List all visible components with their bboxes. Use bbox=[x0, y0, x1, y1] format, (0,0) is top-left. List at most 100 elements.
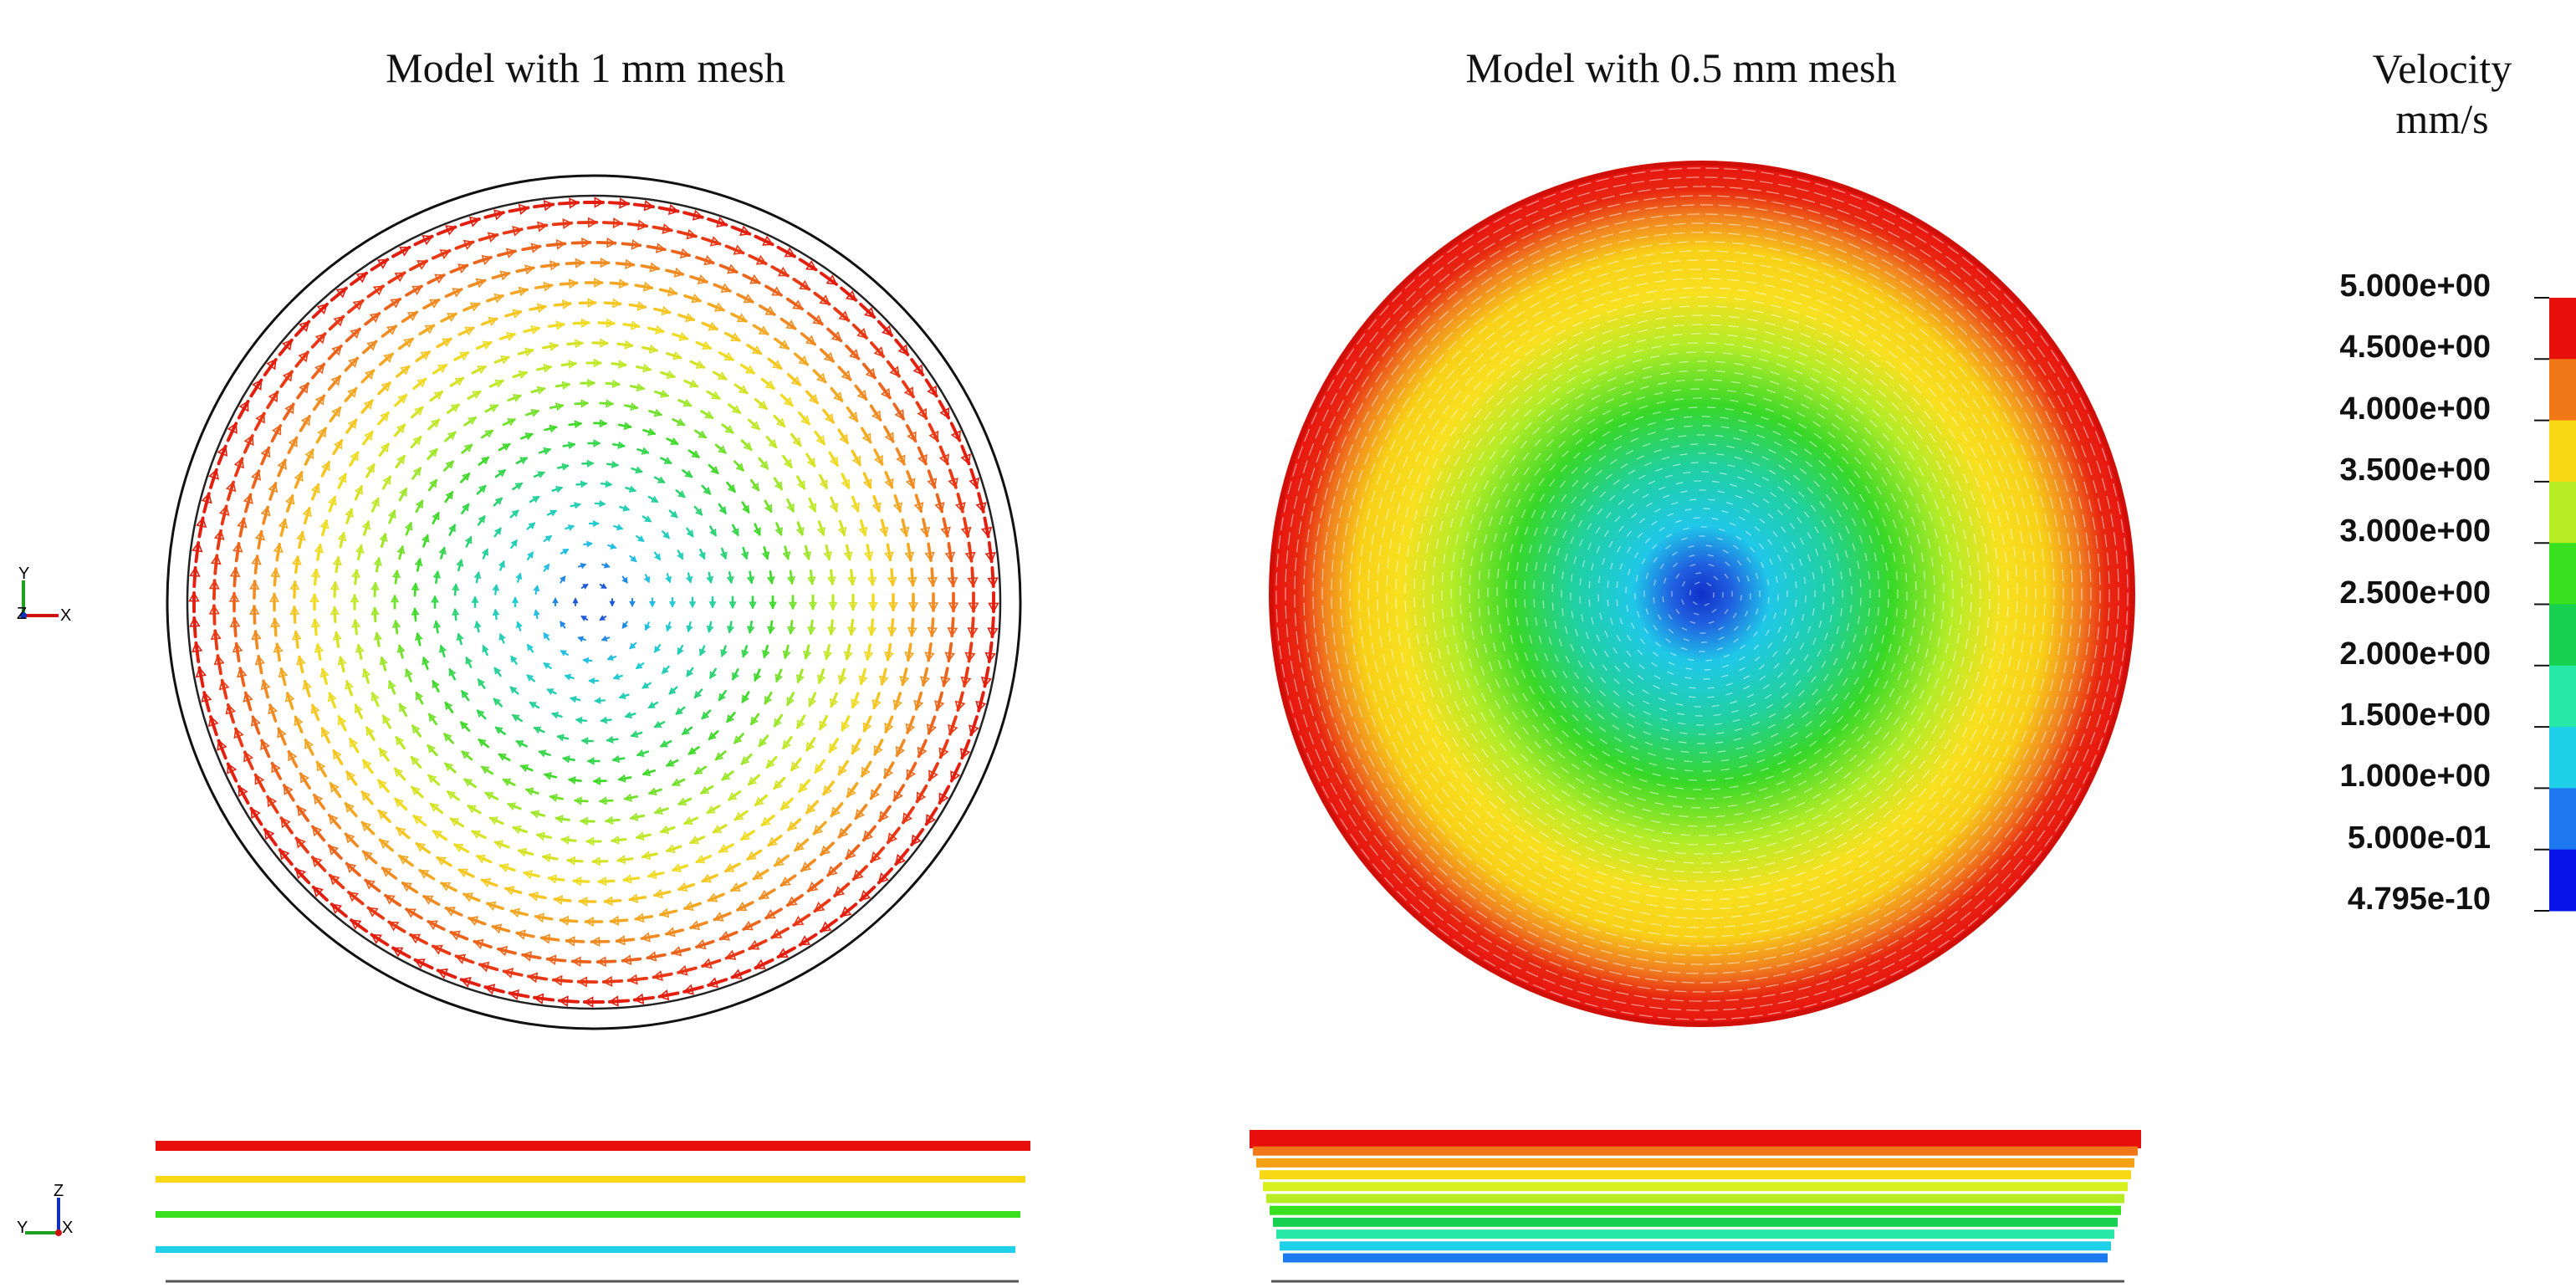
right-velocity-streak bbox=[1898, 536, 1902, 546]
right-velocity-streak bbox=[1475, 437, 1483, 447]
right-velocity-streak bbox=[2013, 764, 2021, 776]
right-velocity-streak bbox=[1481, 277, 1493, 285]
right-velocity-streak bbox=[1613, 737, 1623, 743]
right-velocity-streak bbox=[1863, 741, 1870, 749]
right-velocity-streak bbox=[1751, 808, 1762, 812]
left-velocity-arrowhead bbox=[899, 676, 910, 687]
left-velocity-arrowhead bbox=[250, 715, 261, 727]
right-velocity-streak bbox=[1561, 414, 1569, 422]
left-velocity-arrowhead bbox=[647, 701, 656, 708]
right-velocity-streak bbox=[1442, 405, 1450, 415]
left-velocity-arrow bbox=[559, 918, 579, 923]
right-velocity-streak bbox=[1728, 223, 1741, 226]
left-velocity-arrowhead bbox=[347, 418, 357, 429]
left-velocity-arrowhead bbox=[660, 389, 669, 398]
right-velocity-streak bbox=[1713, 592, 1715, 598]
left-velocity-arrow bbox=[730, 225, 752, 236]
right-velocity-streak bbox=[1797, 517, 1802, 524]
right-velocity-streak bbox=[1462, 549, 1465, 560]
right-velocity-streak bbox=[1443, 721, 1449, 731]
left-velocity-arrowhead bbox=[601, 635, 608, 642]
left-velocity-arrowhead bbox=[775, 417, 785, 427]
right-velocity-streak bbox=[1668, 662, 1675, 666]
left-velocity-arrowhead bbox=[635, 662, 643, 669]
right-velocity-streak bbox=[1459, 516, 1464, 527]
left-velocity-arrow bbox=[665, 928, 685, 936]
right-velocity-streak bbox=[2001, 642, 2005, 654]
right-velocity-streak bbox=[1962, 473, 1969, 484]
left-velocity-arrowhead bbox=[700, 785, 710, 795]
left-velocity-arrowhead bbox=[677, 797, 687, 805]
left-velocity-arrow bbox=[707, 892, 725, 902]
right-velocity-streak bbox=[1632, 217, 1645, 222]
left-velocity-arrowhead bbox=[330, 375, 341, 386]
left-velocity-arrow bbox=[862, 715, 872, 733]
right-velocity-streak bbox=[1669, 925, 1680, 928]
left-velocity-arrowhead bbox=[707, 892, 718, 902]
left-velocity-arrowhead bbox=[352, 299, 364, 311]
right-velocity-streak bbox=[1565, 938, 1578, 943]
right-velocity-streak bbox=[1881, 635, 1885, 644]
right-velocity-streak bbox=[1843, 771, 1852, 779]
right-velocity-streak bbox=[1589, 265, 1602, 271]
right-velocity-streak bbox=[1645, 207, 1659, 210]
right-velocity-streak bbox=[1707, 687, 1715, 689]
right-velocity-streak bbox=[1443, 554, 1446, 565]
right-velocity-streak bbox=[1453, 438, 1460, 449]
right-velocity-streak bbox=[1631, 622, 1635, 629]
right-velocity-streak bbox=[1627, 503, 1634, 509]
right-velocity-streak bbox=[1929, 630, 1933, 641]
left-velocity-arrow bbox=[877, 319, 894, 337]
right-velocity-streak bbox=[1505, 886, 1516, 894]
right-velocity-streak bbox=[1681, 599, 1684, 605]
left-velocity-arrowhead bbox=[829, 502, 839, 513]
right-velocity-streak bbox=[1472, 483, 1478, 493]
right-velocity-streak bbox=[1827, 805, 1837, 811]
right-velocity-streak bbox=[1885, 712, 1893, 721]
left-velocity-arrow bbox=[257, 654, 263, 675]
right-velocity-streak bbox=[1939, 729, 1946, 739]
right-velocity-streak bbox=[1555, 737, 1563, 744]
left-velocity-arrowhead bbox=[447, 431, 457, 441]
left-velocity-arrow bbox=[315, 427, 328, 444]
left-velocity-arrowhead bbox=[410, 756, 420, 766]
right-velocity-streak bbox=[1947, 668, 1952, 679]
right-velocity-streak bbox=[1897, 797, 1906, 805]
left-velocity-arrowhead bbox=[544, 535, 553, 542]
left-velocity-arrowhead bbox=[741, 649, 749, 658]
right-velocity-streak bbox=[1741, 262, 1754, 265]
right-velocity-streak bbox=[1926, 695, 1932, 705]
left-velocity-arrow bbox=[862, 472, 872, 489]
right-velocity-streak bbox=[1930, 556, 1934, 567]
right-velocity-streak bbox=[1353, 722, 1360, 734]
right-velocity-streak bbox=[2012, 747, 2020, 759]
left-velocity-arrow bbox=[497, 249, 517, 258]
left-velocity-arrowhead bbox=[377, 779, 387, 790]
right-velocity-streak bbox=[1607, 376, 1617, 382]
left-velocity-arrowhead bbox=[255, 412, 265, 424]
right-velocity-streak bbox=[1572, 271, 1584, 277]
left-velocity-arrow bbox=[233, 457, 244, 478]
right-velocity-streak bbox=[1528, 846, 1539, 853]
right-velocity-streak bbox=[1918, 466, 1924, 476]
right-velocity-streak bbox=[1679, 453, 1688, 456]
left-velocity-arrowhead bbox=[332, 556, 342, 566]
right-velocity-streak bbox=[1754, 526, 1761, 532]
right-velocity-streak bbox=[1650, 262, 1663, 265]
left-velocity-arrow bbox=[767, 357, 783, 371]
right-velocity-streak bbox=[1670, 692, 1678, 696]
left-velocity-arrowhead bbox=[431, 595, 439, 603]
right-velocity-streak bbox=[1614, 915, 1626, 920]
right-velocity-streak bbox=[1911, 516, 1915, 526]
right-velocity-streak bbox=[1500, 286, 1511, 294]
left-velocity-arrow bbox=[927, 469, 937, 489]
left-velocity-arrow bbox=[572, 879, 590, 883]
right-velocity-streak bbox=[1889, 688, 1895, 698]
left-velocity-arrow bbox=[632, 995, 655, 1002]
left-velocity-arrowhead bbox=[299, 320, 310, 332]
left-velocity-arrow bbox=[316, 544, 322, 561]
right-velocity-streak bbox=[1485, 822, 1495, 831]
right-velocity-streak bbox=[1795, 680, 1802, 687]
right-velocity-streak bbox=[1804, 256, 1817, 262]
right-velocity-streak bbox=[1515, 825, 1526, 833]
